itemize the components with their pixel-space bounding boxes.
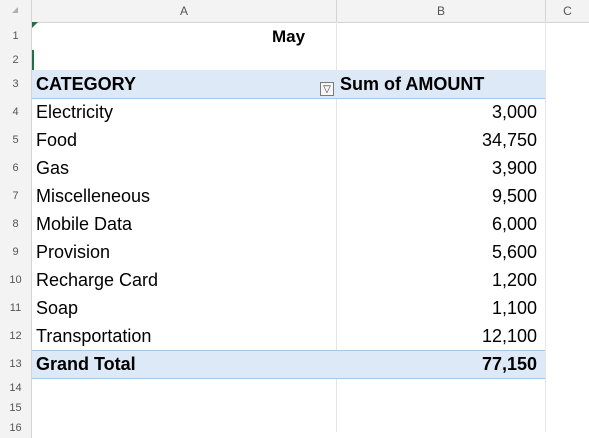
amount-cell[interactable]: 1,100: [491, 298, 537, 318]
category-cell[interactable]: Transportation: [36, 326, 152, 346]
column-header-c[interactable]: C: [563, 4, 572, 18]
row-header-14[interactable]: 14: [0, 378, 32, 398]
row-header-5[interactable]: 5: [0, 126, 32, 154]
amount-header[interactable]: Sum of AMOUNT: [340, 74, 485, 94]
row-header-3[interactable]: 3: [0, 70, 32, 98]
row-header-6[interactable]: 6: [0, 154, 32, 182]
category-cell[interactable]: Electricity: [36, 102, 114, 122]
category-cell[interactable]: Gas: [36, 158, 70, 178]
row-header-10[interactable]: 10: [0, 266, 32, 294]
category-header[interactable]: CATEGORY: [36, 74, 137, 94]
category-cell[interactable]: Soap: [36, 298, 79, 318]
filter-sort-icon: ▽: [323, 84, 331, 95]
column-header-a[interactable]: A: [32, 0, 337, 22]
pivot-header-row: [32, 70, 545, 99]
amount-cell[interactable]: 3,000: [491, 102, 537, 122]
column-gridline: [545, 22, 546, 432]
category-cell[interactable]: Food: [36, 130, 78, 150]
row-header-16[interactable]: 16: [0, 418, 32, 438]
active-cell-indicator: [32, 22, 38, 70]
amount-cell[interactable]: 3,900: [491, 158, 537, 178]
category-cell[interactable]: Provision: [36, 242, 111, 262]
row-header-9[interactable]: 9: [0, 238, 32, 266]
row-header-4[interactable]: 4: [0, 98, 32, 126]
amount-cell[interactable]: 5,600: [491, 242, 537, 262]
category-cell[interactable]: Mobile Data: [36, 214, 133, 234]
column-header-b[interactable]: B: [337, 0, 546, 22]
row-header-8[interactable]: 8: [0, 210, 32, 238]
amount-cell[interactable]: 6,000: [491, 214, 537, 234]
column-header-bar: A B C: [0, 0, 589, 23]
row-header-1[interactable]: 1: [0, 22, 32, 50]
category-cell[interactable]: Miscelleneous: [36, 186, 151, 206]
filter-dropdown-button[interactable]: ▽: [320, 82, 334, 96]
category-cell[interactable]: Recharge Card: [36, 270, 159, 290]
grand-total-row: [32, 350, 545, 379]
pivot-title[interactable]: May: [271, 27, 306, 46]
column-gridline: [336, 22, 337, 432]
amount-cell[interactable]: 12,100: [481, 326, 537, 346]
row-header-7[interactable]: 7: [0, 182, 32, 210]
amount-cell[interactable]: 34,750: [481, 130, 537, 150]
grand-total-value[interactable]: 77,150: [481, 354, 537, 374]
select-all-button[interactable]: [0, 0, 32, 22]
row-header-11[interactable]: 11: [0, 294, 32, 322]
row-header-2[interactable]: 2: [0, 50, 32, 70]
cell-corner-mark: [32, 22, 38, 28]
amount-cell[interactable]: 1,200: [491, 270, 537, 290]
select-all-icon: [12, 7, 18, 13]
row-header-15[interactable]: 15: [0, 398, 32, 418]
selection-edge: [32, 50, 34, 70]
row-header-13[interactable]: 13: [0, 350, 32, 378]
grand-total-label[interactable]: Grand Total: [36, 354, 136, 374]
row-header-12[interactable]: 12: [0, 322, 32, 350]
amount-cell[interactable]: 9,500: [491, 186, 537, 206]
